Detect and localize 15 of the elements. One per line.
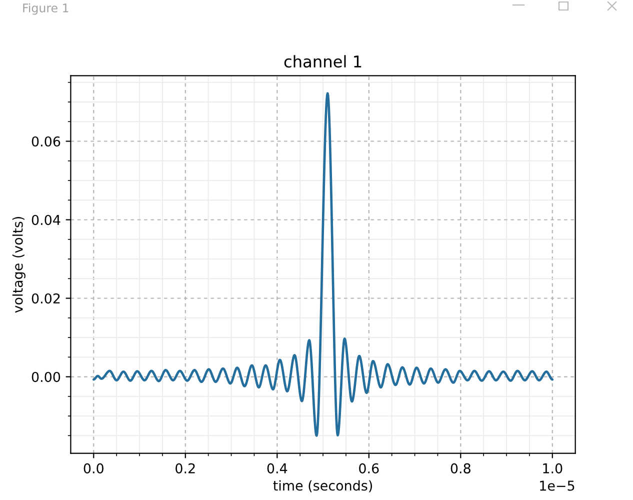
text: 1e−5: [540, 480, 574, 491]
x-tick-label: 1.0: [543, 463, 562, 474]
x-tick-label: 0.8: [450, 463, 470, 474]
x-axis-title: time (seconds): [273, 480, 372, 492]
x-tick-label: 0.2: [176, 463, 195, 474]
y-axis-title: voltage (volts): [12, 216, 26, 313]
y-tick-label: 0.02: [32, 293, 60, 304]
x-tick-label: 0.0: [84, 463, 104, 474]
chart-title: channel 1: [284, 55, 362, 68]
y-tick-label: 0.04: [32, 214, 60, 226]
y-tick-label: 0.06: [32, 136, 60, 147]
x-tick-label: 0.6: [359, 463, 379, 474]
y-tick-label: 0.00: [32, 372, 60, 382]
x-tick-label: 0.4: [267, 463, 288, 474]
caption: Figure 1: [23, 3, 68, 15]
